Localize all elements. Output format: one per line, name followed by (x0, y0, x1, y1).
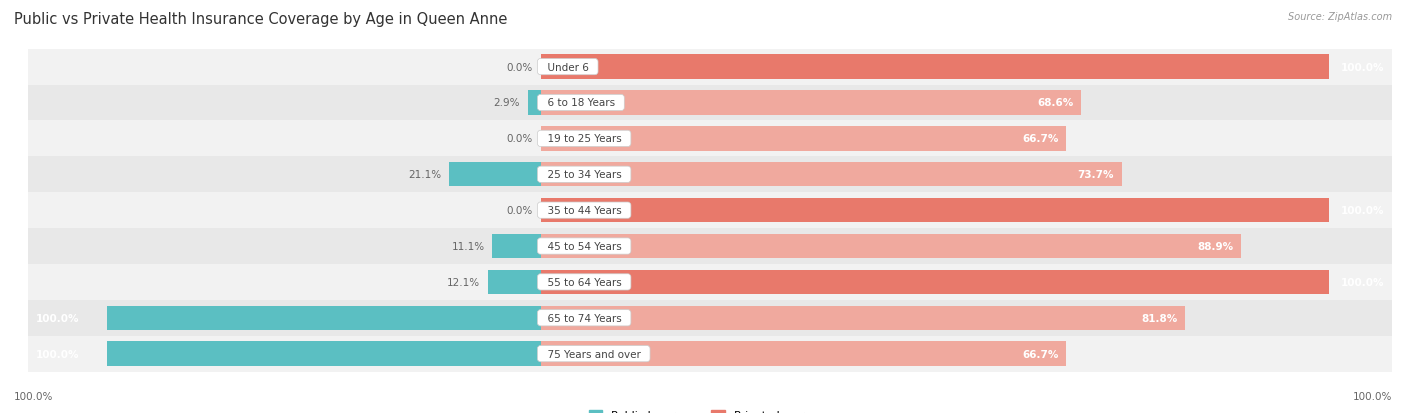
Text: 0.0%: 0.0% (506, 134, 533, 144)
Text: 100.0%: 100.0% (1353, 391, 1392, 401)
Text: 68.6%: 68.6% (1038, 98, 1073, 108)
Bar (492, 234, 540, 259)
Bar (28, 193, 1392, 228)
Text: 0.0%: 0.0% (506, 206, 533, 216)
Bar (540, 55, 1329, 80)
Bar (488, 270, 540, 294)
Bar (540, 163, 1122, 187)
Text: 65 to 74 Years: 65 to 74 Years (540, 313, 628, 323)
Text: 25 to 34 Years: 25 to 34 Years (540, 170, 628, 180)
Text: 100.0%: 100.0% (1340, 62, 1384, 72)
Bar (540, 91, 1081, 115)
Bar (28, 228, 1392, 264)
Text: 66.7%: 66.7% (1022, 349, 1059, 359)
Text: 45 to 54 Years: 45 to 54 Years (540, 242, 628, 252)
Text: 66.7%: 66.7% (1022, 134, 1059, 144)
Bar (107, 306, 540, 330)
Bar (28, 300, 1392, 336)
Text: 75 Years and over: 75 Years and over (540, 349, 647, 359)
Text: 55 to 64 Years: 55 to 64 Years (540, 277, 628, 287)
Text: Public vs Private Health Insurance Coverage by Age in Queen Anne: Public vs Private Health Insurance Cover… (14, 12, 508, 27)
Text: 0.0%: 0.0% (506, 62, 533, 72)
Bar (28, 50, 1392, 85)
Text: 6 to 18 Years: 6 to 18 Years (540, 98, 621, 108)
Bar (28, 264, 1392, 300)
Bar (28, 336, 1392, 372)
Text: 19 to 25 Years: 19 to 25 Years (540, 134, 628, 144)
Bar (540, 306, 1185, 330)
Bar (540, 234, 1241, 259)
Text: 100.0%: 100.0% (1340, 277, 1384, 287)
Text: 100.0%: 100.0% (14, 391, 53, 401)
Text: 11.1%: 11.1% (451, 242, 485, 252)
Text: 12.1%: 12.1% (447, 277, 481, 287)
Text: 100.0%: 100.0% (1340, 206, 1384, 216)
Text: 88.9%: 88.9% (1198, 242, 1233, 252)
Text: 81.8%: 81.8% (1142, 313, 1177, 323)
Bar (540, 199, 1329, 223)
Legend: Public Insurance, Private Insurance: Public Insurance, Private Insurance (585, 405, 835, 413)
Text: 100.0%: 100.0% (37, 313, 80, 323)
Bar (540, 342, 1066, 366)
Bar (540, 270, 1329, 294)
Text: 100.0%: 100.0% (37, 349, 80, 359)
Bar (449, 163, 540, 187)
Bar (28, 121, 1392, 157)
Text: 21.1%: 21.1% (408, 170, 441, 180)
Text: 35 to 44 Years: 35 to 44 Years (540, 206, 628, 216)
Bar (540, 127, 1066, 151)
Bar (529, 91, 540, 115)
Bar (107, 342, 540, 366)
Text: 73.7%: 73.7% (1077, 170, 1114, 180)
Bar (28, 157, 1392, 193)
Text: 2.9%: 2.9% (494, 98, 520, 108)
Text: Under 6: Under 6 (540, 62, 595, 72)
Text: Source: ZipAtlas.com: Source: ZipAtlas.com (1288, 12, 1392, 22)
Bar (28, 85, 1392, 121)
